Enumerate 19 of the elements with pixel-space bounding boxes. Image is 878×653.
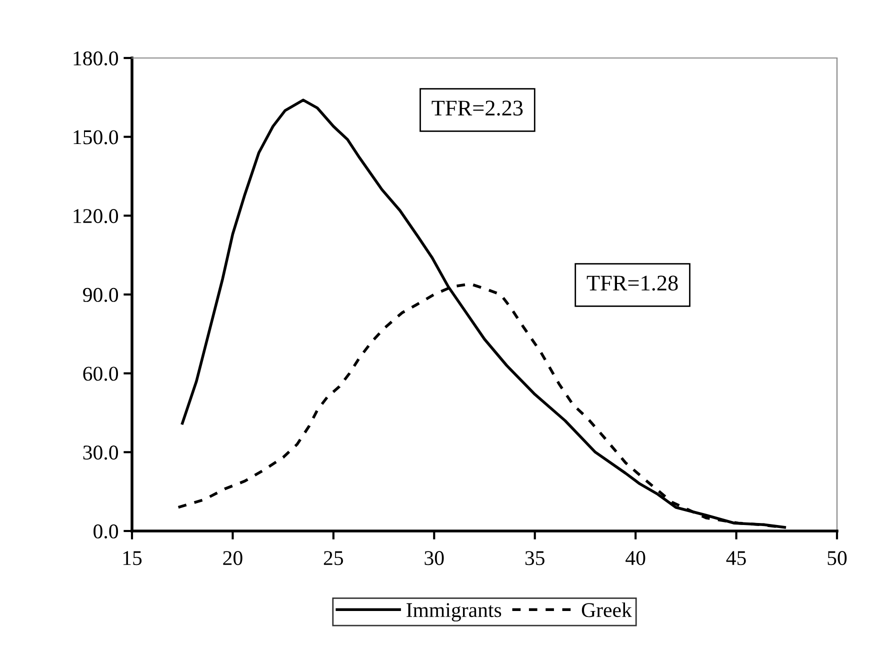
y-tick-label: 150.0 xyxy=(74,130,118,144)
x-tick-label: 15 xyxy=(123,551,142,566)
legend-label: Immigrants xyxy=(406,603,502,622)
x-tick-label: 45 xyxy=(726,551,746,566)
legend-label: Greek xyxy=(582,602,632,618)
x-tick-label: 25 xyxy=(324,551,344,566)
x-tick-label: 40 xyxy=(626,551,646,566)
y-tick-label: 90.0 xyxy=(83,288,118,302)
y-tick-label: 180.0 xyxy=(74,51,118,66)
x-tick-label: 50 xyxy=(828,551,847,566)
x-tick-label: 20 xyxy=(223,551,242,566)
y-tick-label: 120.0 xyxy=(74,209,118,224)
annotation: TFR=2.23 xyxy=(432,100,523,116)
annotation: TFR=1.28 xyxy=(586,276,678,291)
y-tick-label: 0.0 xyxy=(94,524,118,539)
y-tick-label: 30.0 xyxy=(83,446,118,460)
x-tick-label: 30 xyxy=(424,551,444,566)
x-tick-label: 35 xyxy=(525,551,544,566)
y-tick-label: 60.0 xyxy=(83,366,118,381)
